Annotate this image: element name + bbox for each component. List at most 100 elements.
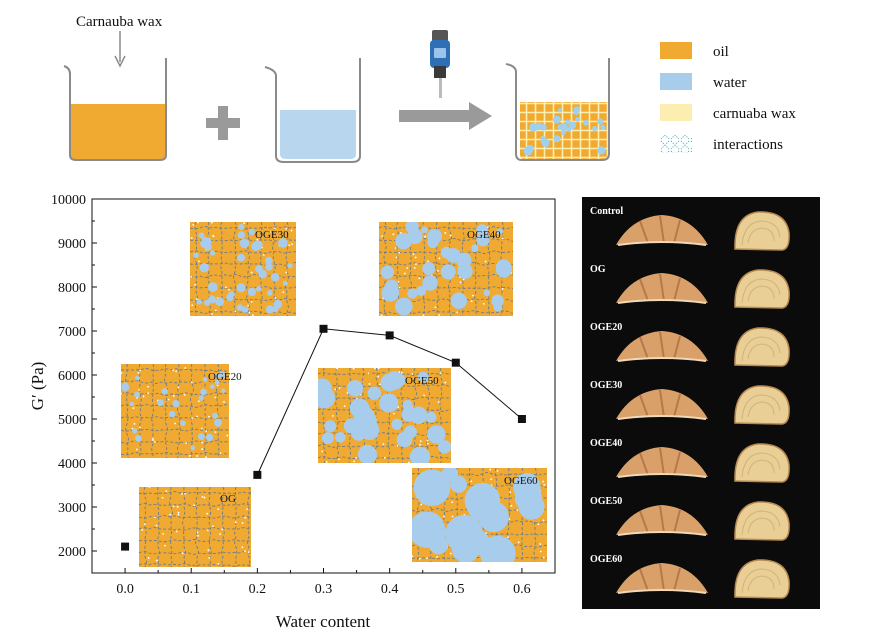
water-droplet	[565, 119, 571, 125]
photo-row-label: OGE50	[590, 496, 623, 507]
wax-dot	[217, 508, 220, 511]
croissant-image	[616, 505, 708, 536]
wax-dot	[436, 555, 439, 558]
wax-dot	[451, 515, 454, 518]
network-line	[121, 452, 229, 456]
wax-dot	[154, 440, 156, 443]
inset-oge60: OGE60	[412, 468, 547, 562]
wax-dot	[414, 256, 417, 259]
wax-dot	[214, 309, 217, 312]
wax-dot	[155, 524, 158, 527]
water-droplet	[287, 263, 293, 269]
legend-swatch-wax	[660, 104, 692, 121]
wax-dot	[438, 314, 441, 316]
water-droplet	[535, 122, 543, 130]
photo-row-label: OGE30	[590, 380, 623, 391]
croissant-image	[616, 215, 708, 246]
y-tick-label: 2000	[58, 545, 86, 560]
wax-dot	[167, 398, 170, 401]
legend: oil water carnuaba wax interactions	[660, 42, 796, 153]
inset-oge40: OGE40	[379, 222, 513, 316]
y-tick-label: 3000	[58, 501, 86, 516]
wax-dot	[343, 405, 346, 408]
wax-dot	[444, 231, 447, 234]
wax-dot	[216, 384, 219, 387]
beaker-gel	[505, 58, 610, 161]
right-arrow-icon	[399, 102, 492, 130]
wax-dot	[175, 530, 178, 533]
water-droplet	[180, 420, 186, 427]
wax-dot	[395, 256, 398, 259]
water-droplet	[135, 434, 142, 442]
dotted-network-icon	[660, 135, 692, 153]
wax-dot	[201, 448, 204, 451]
wax-dot	[429, 379, 432, 382]
wax-dot	[415, 263, 417, 266]
wax-dot	[451, 501, 454, 504]
wax-dot	[193, 504, 196, 507]
wax-dot	[153, 516, 156, 519]
wax-dot	[542, 519, 545, 522]
wax-dot	[250, 300, 253, 303]
x-tick-label: 0.2	[249, 582, 267, 597]
water-droplet	[208, 295, 217, 304]
inset-label: OGE60	[504, 475, 538, 487]
wax-dot	[161, 496, 164, 499]
y-tick-label: 6000	[58, 369, 86, 384]
wax-dot	[501, 287, 504, 290]
wax-dot	[162, 533, 165, 535]
wax-dot	[194, 283, 196, 286]
water-droplet	[422, 520, 447, 544]
inset-og: OG	[139, 487, 251, 567]
legend-label-oil: oil	[713, 44, 729, 60]
x-tick-label: 0.4	[381, 582, 399, 597]
water-droplet	[425, 411, 437, 423]
water-droplet	[357, 444, 377, 463]
beaker-oil	[63, 58, 167, 161]
wax-dot	[418, 557, 421, 560]
inset-oge30: OGE30	[190, 222, 296, 316]
inset-label: OGE50	[405, 375, 439, 387]
legend-label-wax: carnuaba wax	[713, 106, 796, 122]
wax-dot	[444, 381, 447, 384]
water-droplet	[256, 286, 262, 292]
wax-dot	[212, 234, 215, 237]
water-droplet	[417, 371, 429, 383]
wax-dot	[217, 563, 220, 565]
water-droplet	[476, 233, 490, 247]
water-droplet	[242, 306, 249, 313]
photo-row: OGE40	[582, 435, 820, 491]
wax-dot	[219, 452, 222, 455]
croissant-image	[616, 389, 708, 420]
beaker-glass-2	[264, 58, 361, 163]
water-droplet	[407, 288, 418, 299]
water-droplet	[252, 240, 263, 251]
water-droplet	[600, 124, 606, 130]
water-droplet	[212, 412, 219, 419]
wax-dot	[406, 267, 409, 269]
wax-dot	[190, 275, 193, 278]
wax-dot	[539, 543, 542, 545]
water-droplet	[437, 440, 451, 454]
wax-dot	[411, 373, 414, 375]
wax-dot	[176, 505, 179, 508]
water-droplet	[409, 406, 428, 424]
legend-label-water: water	[713, 75, 746, 91]
wax-dot	[426, 439, 429, 442]
water-droplet	[198, 232, 205, 239]
x-tick-label: 0.3	[315, 582, 333, 597]
water-droplet	[172, 399, 180, 408]
wax-dot	[380, 314, 383, 316]
network-line	[190, 262, 296, 266]
wax-dot	[470, 300, 473, 303]
wax-dot	[148, 487, 151, 488]
network-line	[195, 487, 199, 567]
wax-dot	[510, 504, 513, 507]
wax-dot	[147, 392, 149, 395]
wax-dot	[470, 480, 473, 483]
wax-dot	[338, 386, 341, 389]
water-droplet	[483, 289, 491, 297]
water-droplet	[239, 238, 250, 249]
wax-dot	[206, 512, 209, 515]
